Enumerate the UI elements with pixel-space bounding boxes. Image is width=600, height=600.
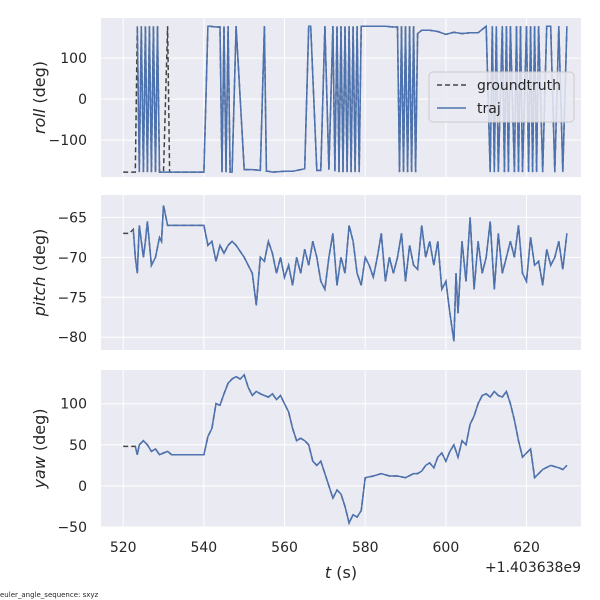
y-tick-label: −70 <box>57 250 87 266</box>
plot-area <box>101 370 581 527</box>
panel-yaw: −50 0 50 100 yaw (deg) <box>30 370 581 536</box>
footer-note: euler_angle_sequence: sxyz <box>0 591 99 599</box>
x-tick-label: 620 <box>513 540 540 556</box>
x-tick-label: 540 <box>190 540 217 556</box>
y-axis-label: roll (deg) <box>30 61 49 134</box>
x-tick-label: 580 <box>352 540 379 556</box>
legend: groundtruth traj <box>428 71 575 123</box>
x-axis: 520 540 560 580 600 620 +1.403638e9 t (s) <box>110 540 581 582</box>
legend-label: groundtruth <box>477 78 561 94</box>
y-tick-label: −65 <box>57 210 87 226</box>
y-tick-label: −100 <box>49 133 87 149</box>
series-traj-pitch <box>132 205 568 342</box>
y-tick-label: −75 <box>57 290 87 306</box>
x-offset-text: +1.403638e9 <box>485 560 581 576</box>
x-tick-label: 560 <box>271 540 298 556</box>
y-tick-label: 50 <box>69 438 87 454</box>
y-tick-label: 0 <box>78 479 87 495</box>
y-tick-label: 100 <box>60 51 87 67</box>
y-axis-label: pitch (deg) <box>30 229 49 318</box>
x-tick-label: 600 <box>433 540 460 556</box>
panel-pitch: −80 −75 −70 −65 pitch (deg) <box>30 195 581 350</box>
x-tick-label: 520 <box>110 540 137 556</box>
series-traj-yaw <box>134 373 568 526</box>
y-tick-label: −50 <box>57 520 87 536</box>
y-tick-label: −80 <box>57 330 87 346</box>
y-tick-label: 0 <box>78 92 87 108</box>
x-axis-label: t (s) <box>325 563 357 582</box>
legend-label: traj <box>477 101 501 117</box>
plot-area <box>101 195 581 350</box>
y-tick-label: 100 <box>60 397 87 413</box>
y-axis-label: yaw (deg) <box>30 408 49 489</box>
